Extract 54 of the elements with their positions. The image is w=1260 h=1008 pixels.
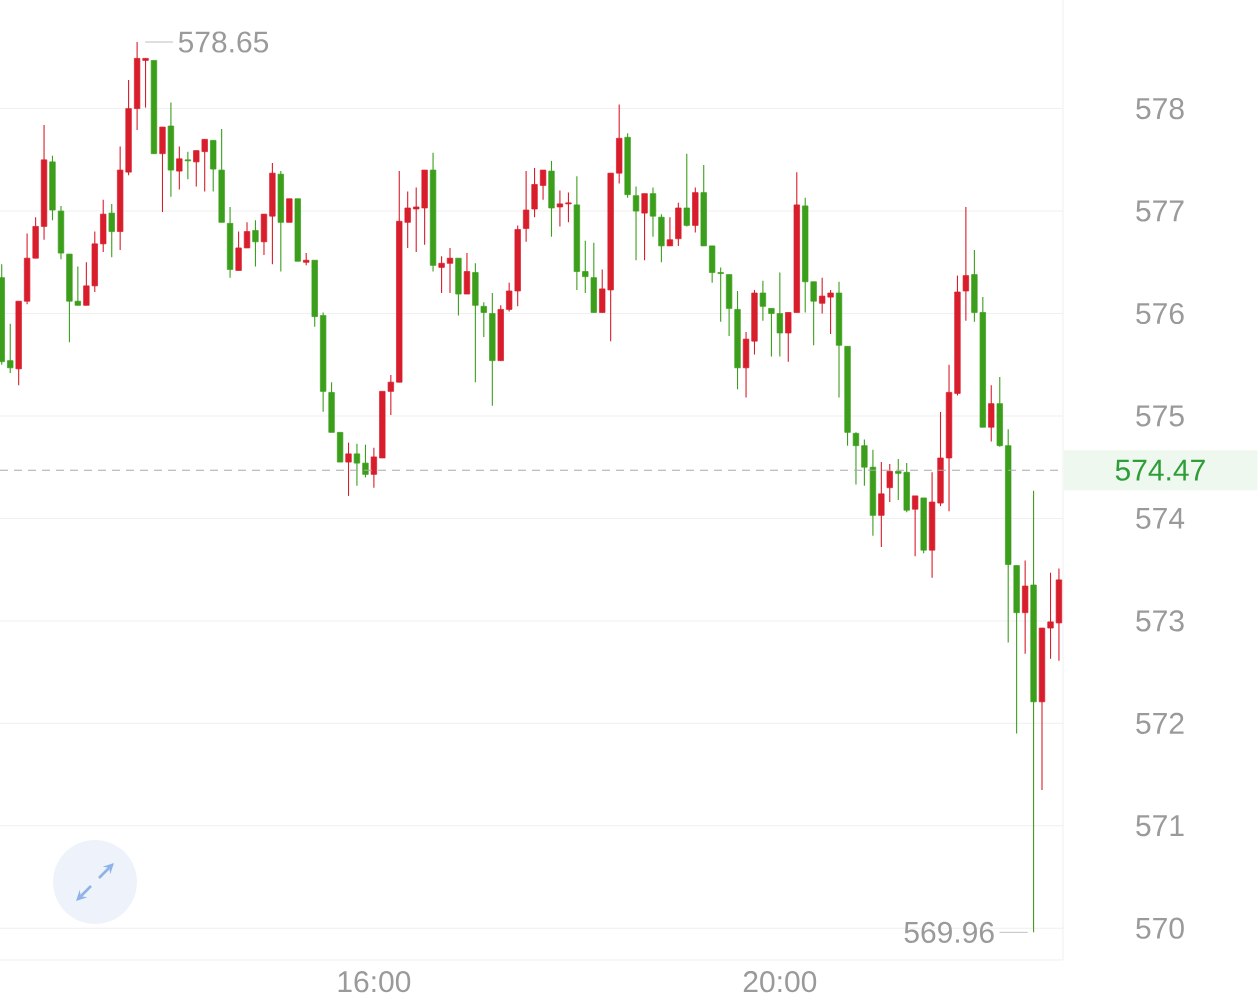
candlestick xyxy=(683,153,690,227)
candlestick xyxy=(632,185,640,261)
candlestick xyxy=(852,431,860,486)
candlestick xyxy=(582,240,589,294)
candlestick xyxy=(886,463,893,503)
candlestick xyxy=(243,221,251,249)
candlestick xyxy=(1047,572,1054,660)
candlestick xyxy=(362,444,369,478)
candlestick xyxy=(522,170,530,243)
y-tick-label: 572 xyxy=(1136,712,1184,734)
y-tick-label: 571 xyxy=(1136,815,1184,837)
candlestick xyxy=(176,145,183,191)
candlestick xyxy=(641,193,648,261)
candlestick xyxy=(438,255,445,294)
candlestick xyxy=(759,280,767,322)
candlestick xyxy=(666,216,674,247)
y-tick-label: 576 xyxy=(1136,302,1184,325)
y-tick-label: 570 xyxy=(1136,917,1184,939)
y-tick-label: 578 xyxy=(1136,97,1184,120)
candlestick xyxy=(776,271,783,358)
ref-line-label: 574.47 xyxy=(1115,459,1205,481)
candlestick xyxy=(717,266,724,323)
candlestick xyxy=(235,231,242,272)
y-tick-label: 575 xyxy=(1136,405,1184,427)
candlestick xyxy=(184,151,191,180)
annotation: 578.65 xyxy=(178,31,269,53)
candlestick xyxy=(539,169,547,201)
candlestick xyxy=(252,219,259,267)
candlestick xyxy=(387,374,394,416)
annotation: 569.96 xyxy=(904,921,994,943)
candlestick xyxy=(988,384,995,443)
candlestick xyxy=(912,495,919,557)
candlestick xyxy=(370,447,378,489)
candlestick xyxy=(556,190,564,227)
candlestick xyxy=(446,247,454,294)
candlestick xyxy=(768,307,775,358)
candlestick xyxy=(810,281,817,346)
candlestick xyxy=(286,198,293,223)
candlestick xyxy=(480,301,487,338)
candlestick xyxy=(463,252,471,295)
candlestick xyxy=(345,442,352,497)
candlestick xyxy=(565,192,572,223)
candlestick xyxy=(649,186,657,238)
y-tick-label: 577 xyxy=(1136,200,1184,222)
y-tick-label: 573 xyxy=(1136,610,1184,632)
y-tick-label: 574 xyxy=(1136,507,1185,529)
x-tick-label: 20:00 xyxy=(743,971,817,993)
candlestick xyxy=(785,311,792,363)
candlestick xyxy=(108,203,115,258)
candlestick xyxy=(353,443,361,487)
candlestick xyxy=(7,323,14,374)
x-tick-label: 16:00 xyxy=(338,971,411,993)
candlestick xyxy=(962,206,970,322)
candlestick xyxy=(878,461,885,548)
